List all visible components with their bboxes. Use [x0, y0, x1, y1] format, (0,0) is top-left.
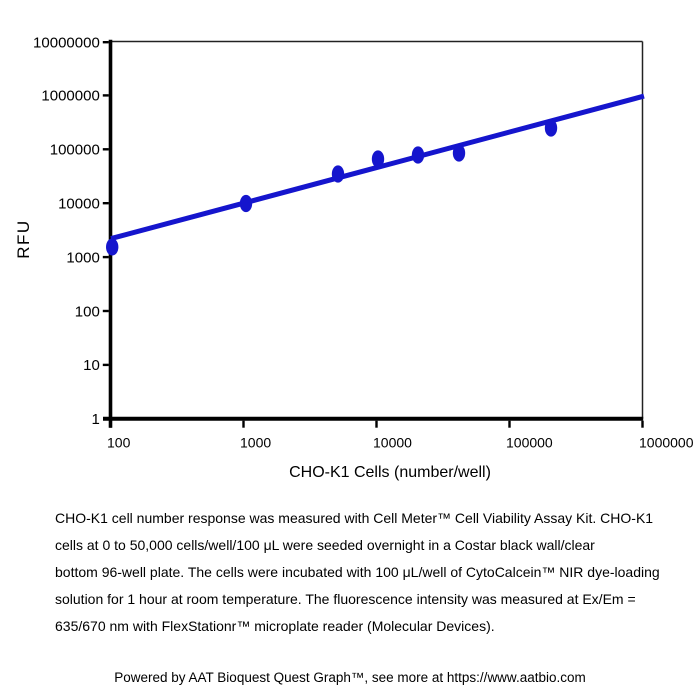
svg-text:CHO-K1 Cells (number/well): CHO-K1 Cells (number/well)	[289, 464, 491, 481]
svg-text:RFU: RFU	[14, 219, 33, 258]
svg-text:10000: 10000	[373, 435, 412, 451]
svg-text:1000: 1000	[66, 249, 99, 266]
svg-text:10000: 10000	[58, 196, 100, 213]
svg-text:100000: 100000	[506, 435, 553, 451]
svg-text:100: 100	[75, 303, 100, 320]
svg-text:1000000: 1000000	[639, 435, 694, 451]
svg-text:10000000: 10000000	[33, 35, 100, 52]
svg-text:100000: 100000	[50, 142, 100, 159]
svg-text:1000000: 1000000	[41, 88, 99, 105]
svg-text:10: 10	[83, 357, 100, 374]
svg-text:1000: 1000	[240, 435, 271, 451]
svg-text:1: 1	[91, 411, 99, 428]
svg-text:100: 100	[107, 435, 131, 451]
